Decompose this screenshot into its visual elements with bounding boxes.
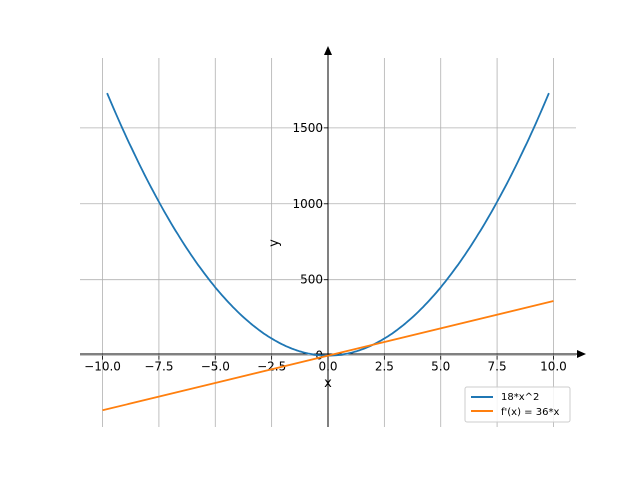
legend: 18*x^2 f'(x) = 36*x <box>464 386 571 423</box>
x-tick-label: −5.0 <box>201 360 230 374</box>
legend-box <box>464 386 571 423</box>
legend-label-series-2: f'(x) = 36*x <box>501 407 559 418</box>
legend-label-series-1: 18*x^2 <box>501 392 539 403</box>
y-axis-label: y <box>267 239 282 247</box>
y-tick-label: 500 <box>300 273 323 287</box>
x-tick-label: −7.5 <box>144 360 173 374</box>
x-tick-label: 5.0 <box>431 360 450 374</box>
series-line-2 <box>102 300 554 412</box>
x-axis-arrow <box>577 350 586 358</box>
y-tick-label: 1000 <box>292 197 323 211</box>
axes <box>80 46 586 427</box>
series <box>102 92 554 412</box>
x-tick-label: 0.0 <box>318 360 337 374</box>
y-tick-label: 1500 <box>292 121 323 135</box>
ticks: −10.0 −7.5 −5.0 −2.5 0.0 2.5 5.0 7.5 10.00500100… <box>84 121 567 374</box>
x-tick-label: 7.5 <box>488 360 507 374</box>
x-axis-label: x <box>324 376 332 391</box>
x-tick-label: −2.5 <box>257 360 286 374</box>
x-tick-label: 2.5 <box>375 360 394 374</box>
x-tick-label: 10.0 <box>540 360 567 374</box>
x-tick-label: −10.0 <box>84 360 121 374</box>
y-axis-arrow <box>324 46 332 55</box>
